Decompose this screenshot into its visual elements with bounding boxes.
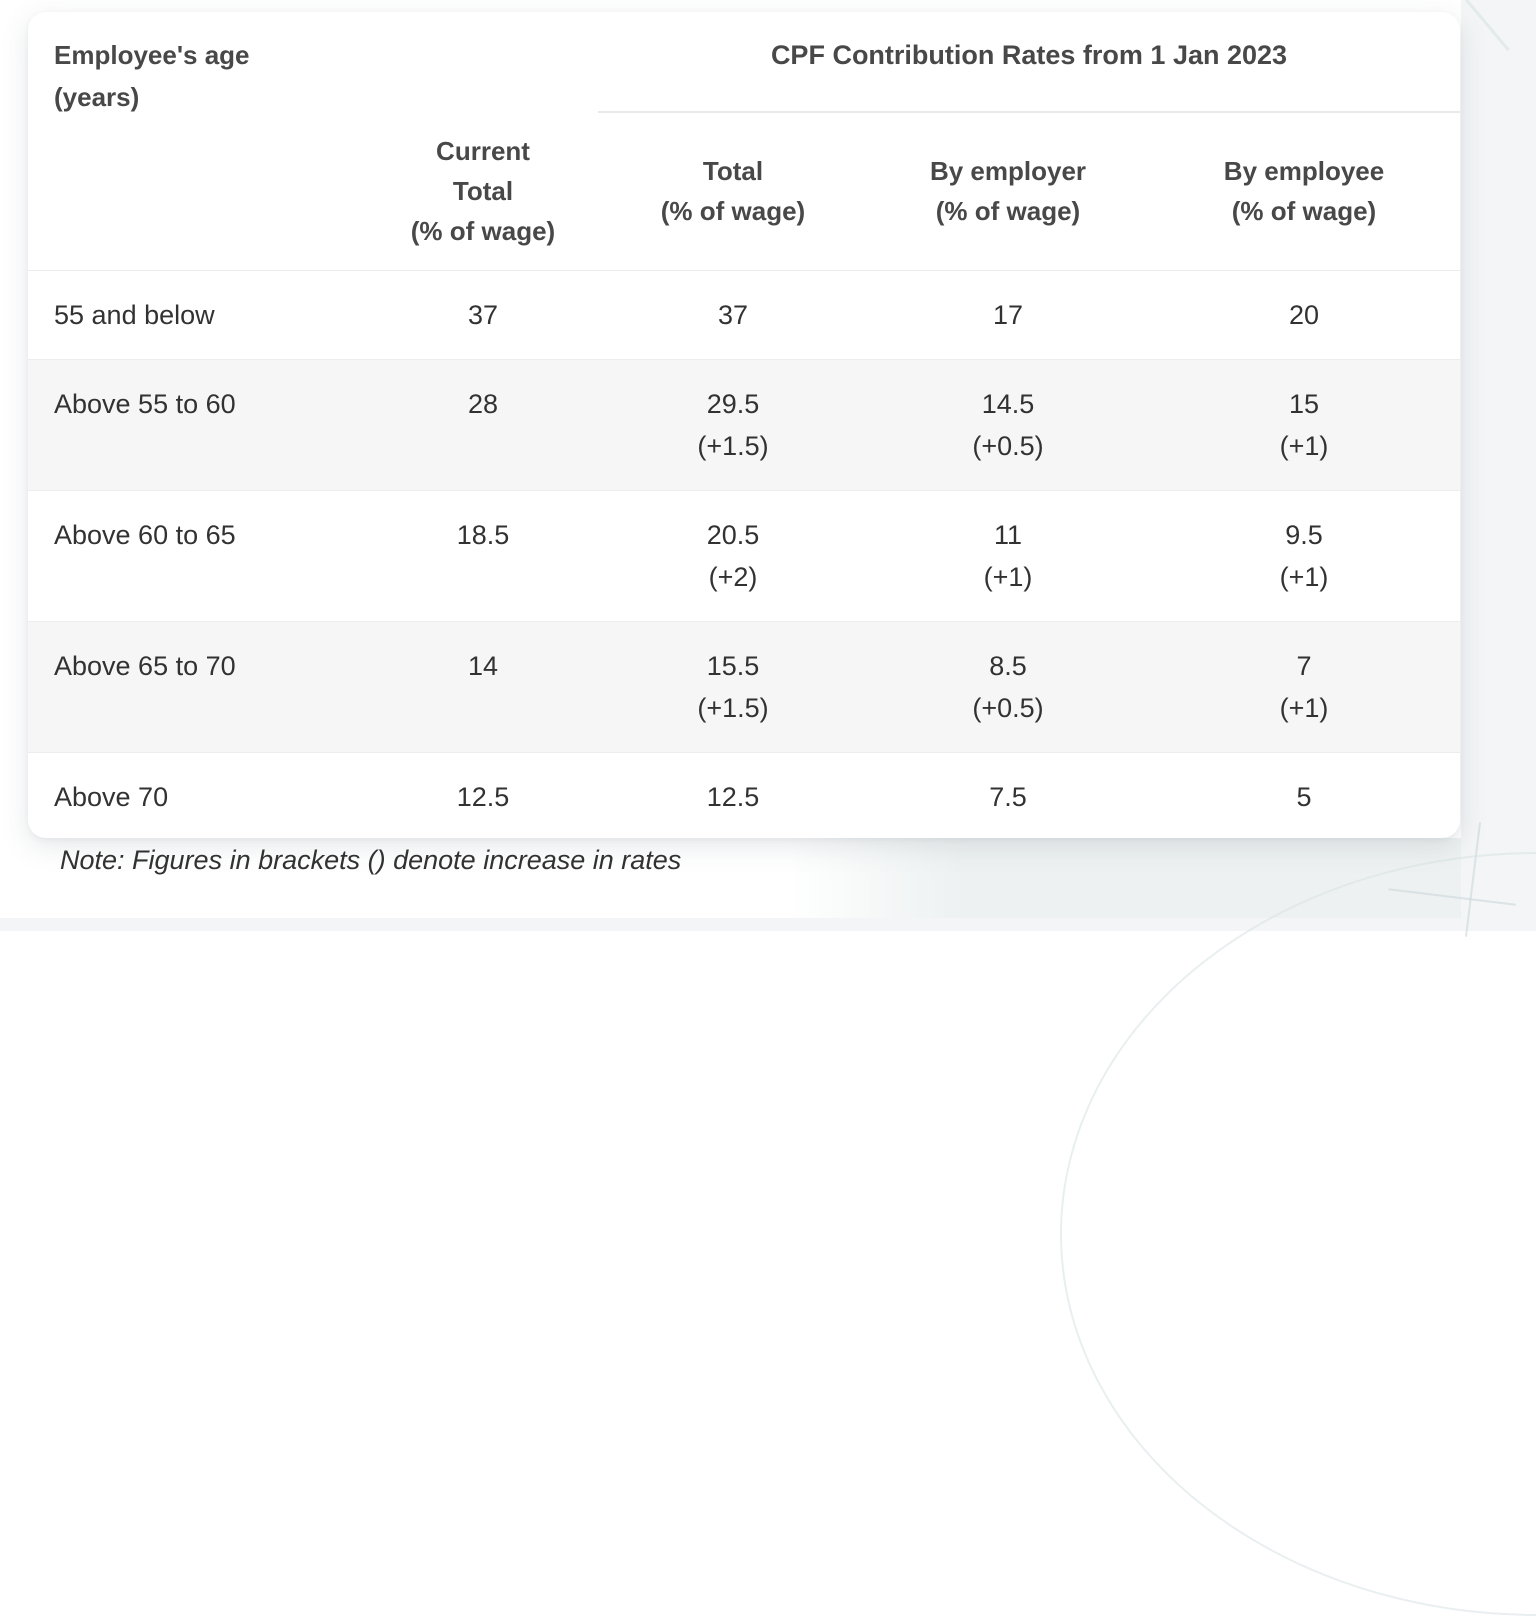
table-row: Above 55 to 60 28 29.5 (+1.5) 14.5 (+0.5) …	[28, 359, 1460, 490]
table-row: Above 70 12.5 12.5 7.5 5	[28, 752, 1460, 838]
current-header-line1: Current	[436, 135, 530, 166]
total-cell: 37	[598, 270, 868, 359]
cpf-group-header: CPF Contribution Rates from 1 Jan 2023	[598, 12, 1460, 113]
header-spacer	[368, 12, 598, 112]
by-employer-column-header: By employer (% of wage)	[868, 112, 1148, 270]
rate-increase: (+0.5)	[972, 692, 1044, 723]
age-cell: Above 65 to 70	[54, 650, 236, 681]
age-cell: Above 55 to 60	[54, 388, 236, 419]
table-row: 55 and below 37 37 17 20	[28, 270, 1460, 359]
current-total-cell: 28	[467, 388, 499, 419]
rate-increase: (+1.5)	[697, 692, 769, 723]
table-header: Employee's age (years) CPF Contribution …	[28, 12, 1460, 270]
cpf-group-title: CPF Contribution Rates from 1 Jan 2023	[770, 40, 1288, 70]
current-total-cell: 37	[467, 299, 499, 330]
rate-value: 17	[992, 299, 1024, 330]
decorative-arc	[1060, 852, 1536, 1616]
employer-header-line2: (% of wage)	[935, 196, 1081, 227]
rate-value: 14.5	[981, 388, 1035, 419]
by-employer-cell: 14.5 (+0.5)	[868, 359, 1148, 490]
total-cell: 20.5 (+2)	[598, 490, 868, 621]
rate-value: 15.5	[706, 650, 760, 681]
footnote: Note: Figures in brackets () denote incr…	[60, 845, 682, 875]
total-cell: 29.5 (+1.5)	[598, 359, 868, 490]
rate-value: 29.5	[706, 388, 760, 419]
by-employee-cell: 15 (+1)	[1148, 359, 1460, 490]
table-body: 55 and below 37 37 17 20 Above 55 to 60 …	[28, 270, 1460, 838]
cpf-rates-table: Employee's age (years) CPF Contribution …	[28, 12, 1460, 838]
by-employer-cell: 17	[868, 270, 1148, 359]
cpf-rates-card: Employee's age (years) CPF Contribution …	[28, 12, 1460, 838]
rate-increase: (+1)	[1279, 430, 1329, 461]
age-cell: Above 60 to 65	[54, 519, 236, 550]
age-header-line2: (years)	[54, 82, 140, 112]
current-header-line2: Total	[452, 175, 514, 206]
employee-header-line1: By employee	[1223, 156, 1385, 187]
rate-value: 20.5	[706, 519, 760, 550]
by-employee-cell: 20	[1148, 270, 1460, 359]
current-total-cell: 18.5	[456, 519, 510, 550]
rate-value: 37	[717, 299, 749, 330]
rate-value: 15	[1288, 388, 1320, 419]
total-column-header: Total (% of wage)	[598, 112, 868, 270]
by-employer-cell: 8.5 (+0.5)	[868, 621, 1148, 752]
age-cell: Above 70	[54, 781, 169, 812]
total-cell: 15.5 (+1.5)	[598, 621, 868, 752]
age-header-line1: Employee's age	[54, 40, 250, 70]
current-header-line3: (% of wage)	[410, 215, 556, 246]
rate-value: 11	[993, 519, 1023, 550]
by-employee-cell: 5	[1148, 752, 1460, 838]
by-employer-cell: 7.5	[868, 752, 1148, 838]
total-header-line1: Total	[702, 156, 764, 187]
rate-value: 12.5	[706, 781, 760, 812]
rate-value: 9.5	[1285, 519, 1323, 550]
current-total-cell: 12.5	[456, 781, 510, 812]
rate-value: 20	[1288, 299, 1320, 330]
rate-increase: (+2)	[708, 561, 758, 592]
age-column-header: Employee's age (years)	[28, 12, 368, 270]
rate-increase: (+1.5)	[697, 430, 769, 461]
current-total-column-header: Current Total (% of wage)	[368, 112, 598, 270]
by-employee-cell: 7 (+1)	[1148, 621, 1460, 752]
rate-increase: (+0.5)	[972, 430, 1044, 461]
total-header-line2: (% of wage)	[660, 196, 806, 227]
rate-value: 8.5	[989, 650, 1027, 681]
employer-header-line1: By employer	[929, 156, 1087, 187]
by-employee-cell: 9.5 (+1)	[1148, 490, 1460, 621]
table-row: Above 60 to 65 18.5 20.5 (+2) 11 (+1) 9.5 (…	[28, 490, 1460, 621]
rate-value: 7.5	[989, 781, 1027, 812]
bottom-strip	[0, 918, 1536, 931]
total-cell: 12.5	[598, 752, 868, 838]
rate-increase: (+1)	[983, 561, 1033, 592]
bottom-background	[0, 838, 1461, 931]
rate-increase: (+1)	[1279, 692, 1329, 723]
current-total-cell: 14	[467, 650, 499, 681]
employee-header-line2: (% of wage)	[1231, 196, 1377, 227]
by-employee-column-header: By employee (% of wage)	[1148, 112, 1460, 270]
age-cell: 55 and below	[54, 299, 215, 330]
right-background-panel	[1461, 0, 1536, 931]
by-employer-cell: 11 (+1)	[868, 490, 1148, 621]
rate-value: 7	[1296, 650, 1312, 681]
rate-increase: (+1)	[1279, 561, 1329, 592]
rate-value: 5	[1296, 781, 1312, 812]
table-row: Above 65 to 70 14 15.5 (+1.5) 8.5 (+0.5) 7…	[28, 621, 1460, 752]
